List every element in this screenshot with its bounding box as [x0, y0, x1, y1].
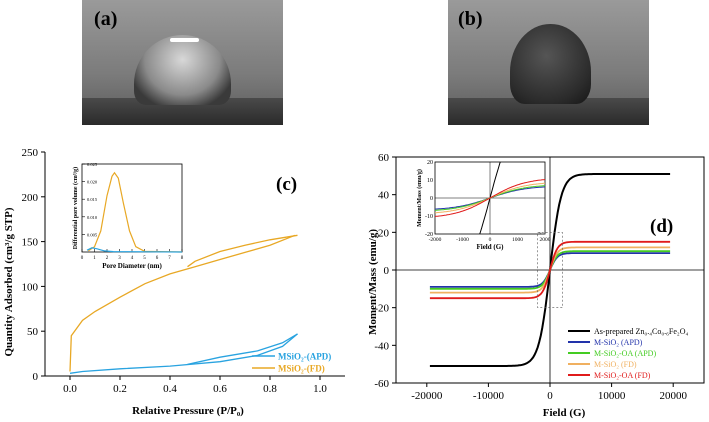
c-inset-y-tick-label: 0.025 — [87, 162, 98, 167]
d-x-tick-label: 0 — [547, 390, 553, 402]
c-x-tick-label: 0.8 — [263, 383, 277, 395]
chart-d-inset: -20 -10 0 10 20 -2000 -1000 0 1000 2000 Field (G) M… — [416, 160, 563, 308]
d-legend-label: M-SiO₂ (FD) — [594, 360, 637, 369]
d-inset-x-tick-label: -1000 — [456, 237, 469, 243]
panel-label-b: (b) — [458, 7, 483, 30]
droplet-highlight — [170, 37, 199, 42]
c-series-desorption-line — [187, 234, 298, 268]
d-y-tick-label: 40 — [378, 190, 390, 202]
c-inset-y-tick-label: 0.020 — [87, 180, 98, 185]
d-y-tick-label: -60 — [374, 378, 389, 390]
d-legend-label: As-prepared Zn₀.₄Co₀.₆Fe₂O₄ — [594, 327, 688, 336]
d-y-tick-label: 0 — [384, 265, 390, 277]
c-inset-x-tick-label: 4 — [131, 256, 134, 261]
d-zoom-connector — [537, 232, 546, 235]
c-inset-x-tick-label: 8 — [181, 256, 184, 261]
photo-b: (b) — [448, 0, 649, 125]
d-y-tick-label: 60 — [378, 152, 390, 164]
c-inset-y-tick-label: 0.010 — [87, 215, 98, 220]
c-legend-label: MSiO₂-(FD) — [278, 364, 325, 374]
c-y-tick-label: 250 — [22, 147, 39, 159]
chart-c-series — [69, 234, 298, 374]
d-x-tick-label: -20000 — [411, 390, 443, 402]
c-inset-x-tick-label: 1 — [93, 256, 96, 261]
c-x-tick-label: 1.0 — [313, 383, 327, 395]
chart-c-legend: MSiO₂-(APD) MSiO₂-(FD) — [252, 352, 331, 374]
d-y-tick-label: 20 — [378, 227, 390, 239]
c-x-tick-label: 0.4 — [163, 383, 177, 395]
c-y-tick-label: 0 — [33, 371, 39, 383]
chart-d-series — [429, 173, 671, 367]
chart-d-legend: As-prepared Zn₀.₄Co₀.₆Fe₂O₄ M-SiO₂ (APD) M… — [568, 327, 688, 380]
water-droplet-a — [134, 35, 231, 105]
d-inset-ylabel: Moment/Mass (emu/g) — [416, 169, 423, 227]
d-inset-y-tick-label: 10 — [427, 178, 433, 184]
d-inset-series-line — [435, 179, 545, 217]
c-y-tick-label: 200 — [22, 192, 39, 204]
c-x-tick-label: 0.2 — [113, 383, 127, 395]
chart-d-panel-label: (d) — [650, 216, 673, 237]
d-inset-y-tick-label: 0 — [430, 196, 433, 202]
chart-c-ylabel: Quantity Adsorbed (cm³/g STP) — [3, 207, 15, 356]
photo-a: (a) — [82, 0, 283, 125]
c-x-tick-label: 0.0 — [63, 383, 77, 395]
c-inset-x-tick-label: 7 — [168, 256, 171, 261]
c-y-tick-label: 150 — [22, 237, 39, 249]
c-inset-x-tick-label: 5 — [143, 256, 146, 261]
d-zoom-box — [537, 232, 563, 308]
chart-c-inset: 0.005 0.010 0.015 0.020 0.025 0 1 2 3 4 5 6 7 8 Pore D… — [72, 162, 184, 270]
c-inset-x-tick-label: 0 — [81, 256, 84, 261]
c-inset-y-tick-label: 0.005 — [87, 232, 98, 237]
d-legend-label: M-SiO₂ (APD) — [594, 338, 643, 347]
d-inset-x-tick-label: 0 — [489, 237, 492, 243]
d-inset-y-tick-label: -20 — [425, 232, 433, 238]
d-inset-y-tick-label: 20 — [427, 160, 433, 166]
d-x-tick-label: 10000 — [598, 390, 626, 402]
c-series-desorption-line — [187, 333, 298, 366]
c-inset-series-line — [86, 247, 183, 253]
c-inset-x-tick-label: 3 — [118, 256, 121, 261]
d-y-tick-label: -40 — [374, 340, 389, 352]
c-x-tick-label: 0.6 — [213, 383, 227, 395]
c-series-adsorption-line — [69, 333, 298, 374]
d-inset-x-tick-label: -2000 — [429, 237, 442, 243]
d-legend-label: M-SiO₂-OA (FD) — [594, 371, 651, 380]
c-y-tick-label: 50 — [27, 326, 39, 338]
c-inset-frame — [81, 163, 183, 253]
c-inset-y-tick-label: 0.015 — [87, 197, 98, 202]
c-inset-series-line — [87, 171, 183, 253]
c-legend-label: MSiO₂-(APD) — [278, 352, 331, 362]
chart-d-xlabel: Field (G) — [543, 407, 586, 419]
c-inset-x-tick-label: 2 — [106, 256, 109, 261]
c-y-tick-label: 100 — [22, 281, 39, 293]
c-inset-x-tick-label: 6 — [156, 256, 159, 261]
coated-droplet-b — [510, 23, 591, 104]
d-inset-x-tick-label: 1000 — [512, 237, 523, 243]
d-inset-xlabel: Field (G) — [476, 243, 504, 251]
d-series-line — [429, 240, 671, 300]
d-inset-y-tick-label: -10 — [425, 214, 433, 220]
panel-label-a: (a) — [94, 7, 118, 30]
chart-c-panel-label: (c) — [276, 174, 297, 195]
chart-d-ylabel: Moment/Mass (emu/g) — [367, 229, 379, 335]
d-y-tick-label: -20 — [374, 303, 389, 315]
c-inset-ylabel: Differential pore volume (cm³/g) — [72, 167, 79, 249]
d-x-tick-label: 20000 — [659, 390, 687, 402]
chart-c-xlabel: Relative Pressure (P/P₀) — [132, 405, 244, 417]
d-x-tick-label: -10000 — [473, 390, 505, 402]
c-series-adsorption-line — [69, 234, 296, 372]
d-inset-x-tick-label: 2000 — [540, 237, 551, 243]
d-legend-label: M-SiO₂-OA (APD) — [594, 349, 656, 358]
c-inset-xlabel: Pore Diameter (nm) — [102, 262, 162, 270]
